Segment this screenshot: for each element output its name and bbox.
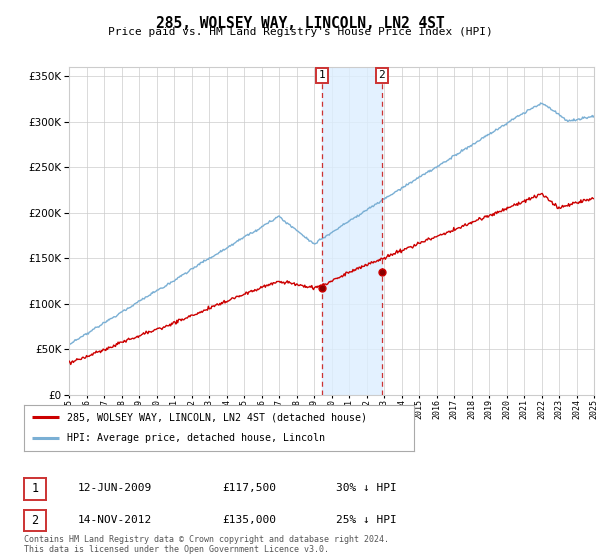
Text: 14-NOV-2012: 14-NOV-2012 — [78, 515, 152, 525]
Text: £117,500: £117,500 — [222, 483, 276, 493]
Text: Price paid vs. HM Land Registry's House Price Index (HPI): Price paid vs. HM Land Registry's House … — [107, 27, 493, 37]
Text: 285, WOLSEY WAY, LINCOLN, LN2 4ST (detached house): 285, WOLSEY WAY, LINCOLN, LN2 4ST (detac… — [67, 412, 367, 422]
Text: 30% ↓ HPI: 30% ↓ HPI — [336, 483, 397, 493]
Text: 1: 1 — [31, 482, 38, 496]
Text: 25% ↓ HPI: 25% ↓ HPI — [336, 515, 397, 525]
Text: Contains HM Land Registry data © Crown copyright and database right 2024.
This d: Contains HM Land Registry data © Crown c… — [24, 535, 389, 554]
Text: HPI: Average price, detached house, Lincoln: HPI: Average price, detached house, Linc… — [67, 433, 325, 444]
Text: 2: 2 — [379, 71, 385, 81]
Text: 12-JUN-2009: 12-JUN-2009 — [78, 483, 152, 493]
Bar — [322, 67, 382, 395]
Text: 2: 2 — [31, 514, 38, 527]
Text: 1: 1 — [319, 71, 325, 81]
Text: £135,000: £135,000 — [222, 515, 276, 525]
Text: 285, WOLSEY WAY, LINCOLN, LN2 4ST: 285, WOLSEY WAY, LINCOLN, LN2 4ST — [155, 16, 445, 31]
